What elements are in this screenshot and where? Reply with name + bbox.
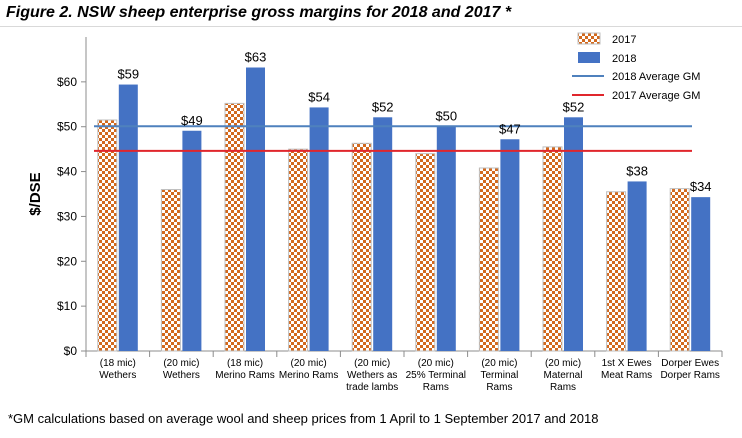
y-tick-label: $60 — [57, 75, 77, 89]
x-category-label: trade lambs — [346, 382, 398, 393]
data-label-2018: $49 — [181, 113, 203, 128]
x-category-label: (20 mic) — [418, 358, 454, 369]
bar-2017 — [478, 167, 499, 352]
x-category-label: (20 mic) — [481, 358, 517, 369]
x-category-label: Maternal — [544, 370, 583, 381]
x-category-label: (20 mic) — [163, 358, 199, 369]
footnote: *GM calculations based on average wool a… — [8, 411, 599, 426]
bar-2017 — [606, 191, 627, 352]
x-category-label: Merino Rams — [215, 370, 274, 381]
x-category-label: (20 mic) — [291, 358, 327, 369]
bar-2018 — [627, 181, 647, 351]
x-category-label: 25% Terminal — [406, 370, 466, 381]
bar-2018 — [309, 107, 329, 351]
data-label-2018: $38 — [626, 163, 648, 178]
y-tick-label: $30 — [57, 209, 77, 223]
bar-2017 — [415, 153, 436, 352]
x-category-label: Dorper Ewes — [661, 358, 719, 369]
figure-title: Figure 2. NSW sheep enterprise gross mar… — [6, 4, 512, 21]
bar-2017 — [542, 146, 563, 352]
bar-2018 — [564, 117, 583, 352]
bar-2017 — [351, 142, 372, 352]
chart-area: $0 $10 $20 $30 $40 $50 $60 $/DSE $59 (18 mic) Wet… — [0, 26, 742, 407]
x-category-label: (20 mic) — [545, 358, 581, 369]
x-category-label: (20 mic) — [354, 358, 390, 369]
legend-label-2018: 2018 — [612, 53, 636, 65]
x-category-label: (18 mic) — [100, 358, 136, 369]
x-category-label: Rams — [550, 382, 576, 393]
x-category-label: Rams — [486, 382, 512, 393]
x-category-label: Wethers — [99, 370, 136, 381]
x-category-label: Dorper Rams — [660, 370, 719, 381]
y-axis-title: $/DSE — [27, 172, 44, 215]
x-category-label: (18 mic) — [227, 358, 263, 369]
bar-2017 — [669, 188, 690, 352]
legend-label-2017-average-gm: 2017 Average GM — [612, 90, 700, 102]
data-label-2018: $47 — [499, 121, 521, 136]
bar-2018 — [118, 84, 138, 351]
bar-2018 — [691, 197, 711, 351]
data-label-2018: $63 — [245, 50, 267, 65]
y-tick-label: $50 — [57, 120, 77, 134]
bar-2017 — [288, 148, 309, 352]
bar-2018 — [373, 117, 393, 352]
data-label-2018: $50 — [435, 108, 457, 123]
data-label-2018: $34 — [690, 179, 712, 194]
x-category-label: Meat Rams — [601, 370, 652, 381]
x-category-label: Rams — [423, 382, 449, 393]
legend-label-2018-average-gm: 2018 Average GM — [612, 71, 700, 83]
legend-swatch-2018 — [578, 52, 600, 63]
y-tick-label: $40 — [57, 165, 77, 179]
bar-2018 — [500, 139, 520, 351]
x-category-label: Merino Rams — [279, 370, 338, 381]
bar-2018 — [182, 130, 202, 351]
data-label-2018: $52 — [372, 99, 394, 114]
bar-2017 — [97, 119, 118, 352]
x-category-label: Wethers as — [347, 370, 397, 381]
data-label-2018: $59 — [117, 67, 139, 82]
bar-2018 — [436, 126, 456, 351]
data-label-2018: $54 — [308, 89, 330, 104]
y-tick-label: $20 — [57, 254, 77, 268]
legend-label-2017: 2017 — [612, 34, 636, 46]
bar-2017 — [224, 102, 245, 352]
x-category-label: Wethers — [163, 370, 200, 381]
x-category-label: 1st X Ewes — [602, 358, 652, 369]
bar-chart: $0$10$20$30$40$50$60$/DSE $59(18 mic)Wet… — [27, 32, 723, 393]
bar-2017 — [160, 189, 181, 352]
x-category-label: Terminal — [481, 370, 519, 381]
data-label-2018: $52 — [563, 99, 585, 114]
bar-2018 — [246, 67, 265, 351]
y-tick-label: $0 — [64, 344, 78, 358]
y-tick-label: $10 — [57, 299, 77, 313]
legend-swatch-2017 — [577, 32, 601, 45]
